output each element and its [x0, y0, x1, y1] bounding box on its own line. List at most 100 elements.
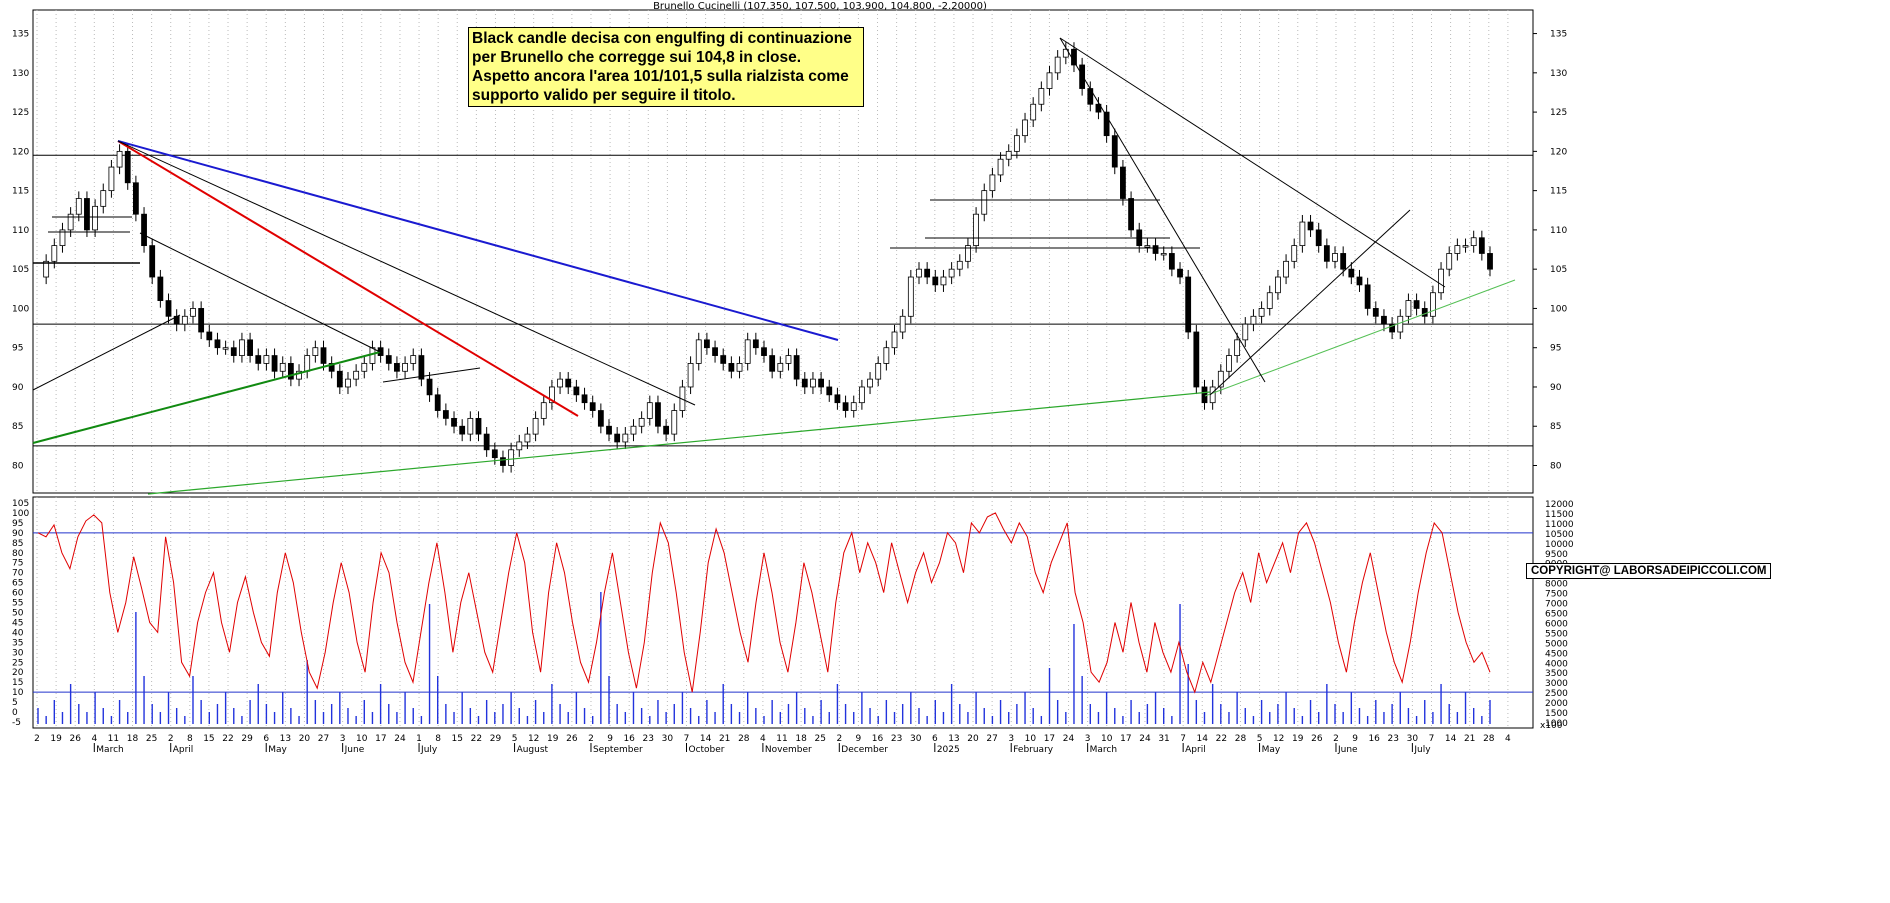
volume-tick: 7000	[1545, 600, 1568, 610]
candle-up	[1217, 370, 1224, 388]
candle-up	[1438, 268, 1444, 294]
candle-up	[75, 198, 82, 215]
x-month-label: December	[841, 745, 888, 755]
candle-down	[728, 363, 735, 372]
x-day-tick: 5	[1257, 734, 1263, 744]
candle-down	[573, 386, 580, 396]
x-day-tick: 8	[187, 734, 193, 744]
x-day-tick: 18	[127, 734, 139, 744]
x-month-label: July	[420, 745, 438, 755]
price-tick-left: 95	[12, 344, 23, 354]
x-day-tick: 16	[623, 734, 635, 744]
candle-up	[467, 417, 474, 435]
volume-unit-tick: x100	[1540, 721, 1563, 731]
x-day-tick: 19	[547, 734, 559, 744]
candle-up	[279, 363, 286, 372]
candle-down	[720, 355, 727, 364]
x-month-label: April	[1185, 745, 1206, 755]
candle-up	[1266, 292, 1273, 309]
x-day-tick: 22	[222, 734, 233, 744]
x-day-tick: 9	[607, 734, 613, 744]
price-tick-right: 105	[1550, 265, 1567, 275]
candle-up	[410, 355, 417, 364]
candle-down	[589, 402, 596, 411]
oscillator-tick: 60	[12, 589, 24, 599]
oscillator-tick: 65	[12, 579, 23, 589]
x-day-tick: 7	[1180, 734, 1186, 744]
candle-up	[1332, 253, 1338, 262]
x-day-tick: 10	[356, 734, 368, 744]
candle-up	[883, 347, 890, 364]
candle-up	[361, 363, 368, 372]
volume-tick: 8000	[1545, 580, 1568, 590]
x-day-tick: 30	[1407, 734, 1419, 744]
candle-up	[695, 339, 702, 364]
candle-up	[1291, 245, 1298, 262]
candle-up	[1405, 300, 1412, 317]
candle-down	[459, 425, 466, 435]
candle-down	[1307, 221, 1314, 231]
x-day-tick: 21	[1464, 734, 1475, 744]
candle-up	[785, 355, 792, 364]
volume-tick: 6000	[1545, 619, 1568, 629]
candle-up	[1283, 260, 1289, 278]
candle-up	[1234, 339, 1241, 356]
candle-down	[1348, 268, 1355, 278]
candle-up	[777, 363, 784, 372]
candle-up	[296, 370, 302, 380]
candle-up	[190, 308, 196, 317]
candle-down	[1421, 308, 1428, 317]
candle-down	[84, 198, 90, 231]
volume-tick: 6500	[1545, 610, 1568, 620]
x-month-label: November	[765, 745, 812, 755]
oscillator-tick: 85	[12, 539, 23, 549]
candle-up	[736, 363, 743, 372]
price-tick-right: 110	[1550, 226, 1567, 236]
candle-up	[916, 268, 922, 278]
annotation-line-1: Black candle decisa con engulfing di con…	[472, 30, 852, 47]
candle-up	[369, 347, 376, 364]
x-day-tick: 16	[872, 734, 884, 744]
black-trendline	[117, 140, 696, 406]
x-day-tick: 5	[512, 734, 518, 744]
candle-down	[826, 386, 833, 396]
x-month-label: October	[688, 745, 724, 755]
x-month-label: August	[517, 745, 549, 755]
candle-down	[394, 363, 400, 372]
oscillator-line	[37, 512, 1491, 694]
x-day-tick: 20	[299, 734, 311, 744]
candle-down	[1381, 315, 1387, 325]
candle-up	[1046, 72, 1053, 89]
candle-up	[312, 347, 319, 356]
candle-down	[1152, 245, 1159, 254]
x-month-label: March	[96, 745, 123, 755]
oscillator-tick: 0	[12, 708, 18, 718]
x-day-tick: 26	[566, 734, 578, 744]
x-day-tick: 29	[490, 734, 502, 744]
volume-tick: 11500	[1545, 510, 1574, 520]
candle-down	[703, 339, 710, 349]
oscillator-tick: 45	[12, 618, 23, 628]
candle-up	[875, 363, 882, 380]
candle-up	[850, 402, 857, 411]
x-day-tick: 28	[1483, 734, 1495, 744]
candle-up	[1226, 355, 1232, 372]
candle-up	[1454, 245, 1461, 254]
x-day-tick: 2	[588, 734, 594, 744]
candle-up	[532, 417, 539, 435]
candle-down	[1079, 64, 1086, 89]
x-day-tick: 27	[986, 734, 997, 744]
annotation-line-3: Aspetto ancora l'area 101/101,5 sulla ri…	[472, 68, 849, 85]
oscillator-tick: 10	[12, 688, 24, 698]
x-day-tick: 4	[760, 734, 766, 744]
volume-tick: 9500	[1545, 550, 1568, 560]
price-tick-right: 85	[1550, 422, 1561, 432]
x-month-label: September	[593, 745, 643, 755]
x-day-tick: 2	[168, 734, 174, 744]
candle-up	[1242, 323, 1249, 341]
candle-up	[540, 402, 547, 419]
x-day-tick: 10	[1025, 734, 1037, 744]
candle-up	[989, 174, 996, 192]
price-tick-left: 90	[12, 383, 24, 393]
candle-up	[858, 386, 865, 404]
